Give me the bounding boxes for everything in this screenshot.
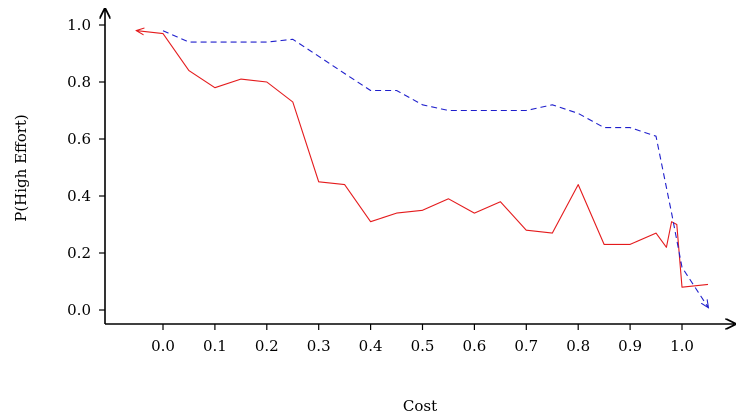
y-tick-label: 0.2 (67, 244, 91, 262)
x-tick-label: 0.2 (255, 337, 279, 355)
x-tick-label: 0.3 (307, 337, 331, 355)
y-tick-label: 0.0 (67, 301, 91, 319)
series-line-1 (137, 31, 709, 288)
x-tick-label: 0.5 (411, 337, 435, 355)
x-tick-label: 0.4 (359, 337, 383, 355)
x-tick-label: 0.9 (618, 337, 642, 355)
y-tick-label: 0.8 (67, 73, 91, 91)
x-axis-label: Cost (403, 397, 437, 415)
y-tick-label: 1.0 (67, 16, 91, 34)
x-tick-label: 0.8 (566, 337, 590, 355)
y-axis-label: P(High Effort) (12, 114, 30, 222)
y-tick-label: 0.4 (67, 187, 91, 205)
series-layer (136, 30, 708, 308)
x-tick-label: 0.0 (151, 337, 175, 355)
x-tick-label: 0.1 (203, 337, 227, 355)
x-tick-label: 0.7 (514, 337, 538, 355)
y-tick-label: 0.6 (67, 130, 91, 148)
x-tick-label: 0.6 (462, 337, 486, 355)
series-line-2 (162, 30, 708, 307)
x-tick-label: 1.0 (670, 337, 694, 355)
axes: 0.0 0.1 0.2 0.3 0.4 0.5 0.6 0.7 0.8 0.9 1.0 0.0 0.2 0… (67, 10, 734, 355)
